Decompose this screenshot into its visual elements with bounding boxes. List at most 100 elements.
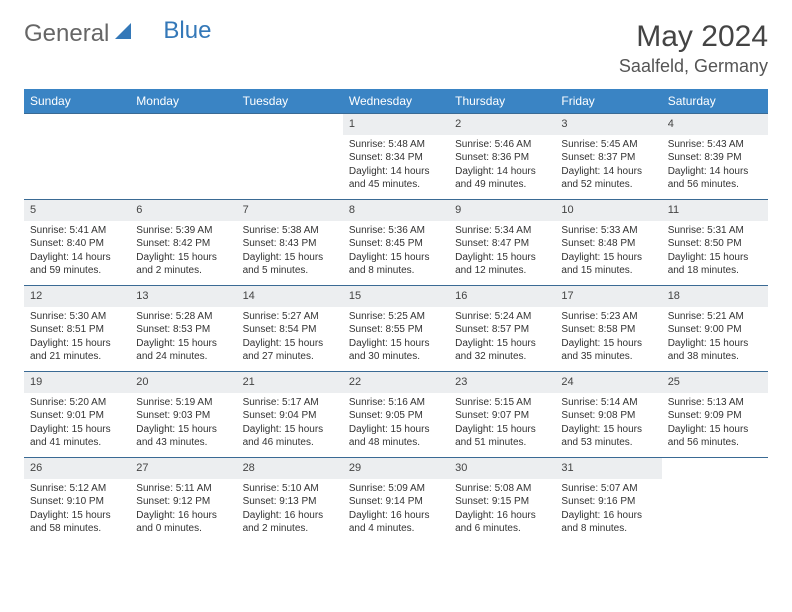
sunset-text: Sunset: 9:13 PM (243, 495, 337, 509)
day-body: Sunrise: 5:25 AMSunset: 8:55 PMDaylight:… (343, 307, 449, 368)
title-block: May 2024 Saalfeld, Germany (619, 20, 768, 77)
day-number: 23 (449, 372, 555, 393)
sunrise-text: Sunrise: 5:41 AM (30, 224, 124, 238)
week-row: 12Sunrise: 5:30 AMSunset: 8:51 PMDayligh… (24, 286, 768, 372)
day-number: 11 (662, 200, 768, 221)
sunrise-text: Sunrise: 5:34 AM (455, 224, 549, 238)
daylight-text: Daylight: 16 hours and 6 minutes. (455, 509, 549, 536)
day-number: 4 (662, 114, 768, 135)
day-number: 18 (662, 286, 768, 307)
day-number: 1 (343, 114, 449, 135)
day-number: 25 (662, 372, 768, 393)
sunset-text: Sunset: 9:04 PM (243, 409, 337, 423)
day-body: Sunrise: 5:10 AMSunset: 9:13 PMDaylight:… (237, 479, 343, 540)
day-cell: 30Sunrise: 5:08 AMSunset: 9:15 PMDayligh… (449, 458, 555, 544)
day-cell (662, 458, 768, 544)
sunset-text: Sunset: 8:45 PM (349, 237, 443, 251)
sunrise-text: Sunrise: 5:24 AM (455, 310, 549, 324)
sunrise-text: Sunrise: 5:38 AM (243, 224, 337, 238)
daylight-text: Daylight: 15 hours and 27 minutes. (243, 337, 337, 364)
day-body: Sunrise: 5:33 AMSunset: 8:48 PMDaylight:… (555, 221, 661, 282)
daylight-text: Daylight: 15 hours and 48 minutes. (349, 423, 443, 450)
day-number: 7 (237, 200, 343, 221)
day-body: Sunrise: 5:21 AMSunset: 9:00 PMDaylight:… (662, 307, 768, 368)
day-body: Sunrise: 5:08 AMSunset: 9:15 PMDaylight:… (449, 479, 555, 540)
sunrise-text: Sunrise: 5:27 AM (243, 310, 337, 324)
sunrise-text: Sunrise: 5:10 AM (243, 482, 337, 496)
daylight-text: Daylight: 15 hours and 41 minutes. (30, 423, 124, 450)
day-cell: 12Sunrise: 5:30 AMSunset: 8:51 PMDayligh… (24, 286, 130, 372)
weekday-header: Wednesday (343, 89, 449, 114)
day-number: 8 (343, 200, 449, 221)
day-body: Sunrise: 5:38 AMSunset: 8:43 PMDaylight:… (237, 221, 343, 282)
day-cell: 5Sunrise: 5:41 AMSunset: 8:40 PMDaylight… (24, 200, 130, 286)
sunrise-text: Sunrise: 5:25 AM (349, 310, 443, 324)
day-cell: 18Sunrise: 5:21 AMSunset: 9:00 PMDayligh… (662, 286, 768, 372)
day-number: 17 (555, 286, 661, 307)
day-cell: 15Sunrise: 5:25 AMSunset: 8:55 PMDayligh… (343, 286, 449, 372)
day-cell: 31Sunrise: 5:07 AMSunset: 9:16 PMDayligh… (555, 458, 661, 544)
day-cell: 29Sunrise: 5:09 AMSunset: 9:14 PMDayligh… (343, 458, 449, 544)
sunset-text: Sunset: 9:10 PM (30, 495, 124, 509)
daylight-text: Daylight: 15 hours and 2 minutes. (136, 251, 230, 278)
daylight-text: Daylight: 15 hours and 5 minutes. (243, 251, 337, 278)
sunrise-text: Sunrise: 5:33 AM (561, 224, 655, 238)
sunset-text: Sunset: 9:16 PM (561, 495, 655, 509)
day-cell: 22Sunrise: 5:16 AMSunset: 9:05 PMDayligh… (343, 372, 449, 458)
day-body: Sunrise: 5:31 AMSunset: 8:50 PMDaylight:… (662, 221, 768, 282)
daylight-text: Daylight: 15 hours and 30 minutes. (349, 337, 443, 364)
sunrise-text: Sunrise: 5:19 AM (136, 396, 230, 410)
day-number: 2 (449, 114, 555, 135)
day-number: 31 (555, 458, 661, 479)
sunrise-text: Sunrise: 5:12 AM (30, 482, 124, 496)
daylight-text: Daylight: 15 hours and 58 minutes. (30, 509, 124, 536)
day-cell: 1Sunrise: 5:48 AMSunset: 8:34 PMDaylight… (343, 114, 449, 200)
daylight-text: Daylight: 16 hours and 4 minutes. (349, 509, 443, 536)
day-number: 30 (449, 458, 555, 479)
sunset-text: Sunset: 9:00 PM (668, 323, 762, 337)
weekday-header-row: SundayMondayTuesdayWednesdayThursdayFrid… (24, 89, 768, 114)
sunrise-text: Sunrise: 5:45 AM (561, 138, 655, 152)
calendar-page: General Blue May 2024 Saalfeld, Germany … (0, 0, 792, 564)
sunset-text: Sunset: 8:34 PM (349, 151, 443, 165)
day-cell: 25Sunrise: 5:13 AMSunset: 9:09 PMDayligh… (662, 372, 768, 458)
week-row: 1Sunrise: 5:48 AMSunset: 8:34 PMDaylight… (24, 114, 768, 200)
weekday-header: Friday (555, 89, 661, 114)
day-cell: 23Sunrise: 5:15 AMSunset: 9:07 PMDayligh… (449, 372, 555, 458)
day-number: 5 (24, 200, 130, 221)
day-cell: 9Sunrise: 5:34 AMSunset: 8:47 PMDaylight… (449, 200, 555, 286)
sunset-text: Sunset: 8:37 PM (561, 151, 655, 165)
sunset-text: Sunset: 8:47 PM (455, 237, 549, 251)
sunrise-text: Sunrise: 5:23 AM (561, 310, 655, 324)
day-number: 14 (237, 286, 343, 307)
day-number: 26 (24, 458, 130, 479)
daylight-text: Daylight: 15 hours and 43 minutes. (136, 423, 230, 450)
sunset-text: Sunset: 9:03 PM (136, 409, 230, 423)
sunset-text: Sunset: 9:12 PM (136, 495, 230, 509)
daylight-text: Daylight: 15 hours and 35 minutes. (561, 337, 655, 364)
day-cell: 7Sunrise: 5:38 AMSunset: 8:43 PMDaylight… (237, 200, 343, 286)
day-number: 22 (343, 372, 449, 393)
sunset-text: Sunset: 8:42 PM (136, 237, 230, 251)
sunrise-text: Sunrise: 5:36 AM (349, 224, 443, 238)
day-cell: 28Sunrise: 5:10 AMSunset: 9:13 PMDayligh… (237, 458, 343, 544)
day-number: 15 (343, 286, 449, 307)
day-number: 29 (343, 458, 449, 479)
sunset-text: Sunset: 8:48 PM (561, 237, 655, 251)
brand-logo: General Blue (24, 20, 211, 48)
sunrise-text: Sunrise: 5:07 AM (561, 482, 655, 496)
day-body: Sunrise: 5:45 AMSunset: 8:37 PMDaylight:… (555, 135, 661, 196)
daylight-text: Daylight: 14 hours and 49 minutes. (455, 165, 549, 192)
day-cell (237, 114, 343, 200)
day-body: Sunrise: 5:23 AMSunset: 8:58 PMDaylight:… (555, 307, 661, 368)
day-number: 12 (24, 286, 130, 307)
day-cell: 4Sunrise: 5:43 AMSunset: 8:39 PMDaylight… (662, 114, 768, 200)
day-body: Sunrise: 5:17 AMSunset: 9:04 PMDaylight:… (237, 393, 343, 454)
daylight-text: Daylight: 15 hours and 21 minutes. (30, 337, 124, 364)
day-cell: 2Sunrise: 5:46 AMSunset: 8:36 PMDaylight… (449, 114, 555, 200)
day-body: Sunrise: 5:41 AMSunset: 8:40 PMDaylight:… (24, 221, 130, 282)
day-body: Sunrise: 5:12 AMSunset: 9:10 PMDaylight:… (24, 479, 130, 540)
day-body: Sunrise: 5:07 AMSunset: 9:16 PMDaylight:… (555, 479, 661, 540)
daylight-text: Daylight: 16 hours and 8 minutes. (561, 509, 655, 536)
sunrise-text: Sunrise: 5:20 AM (30, 396, 124, 410)
